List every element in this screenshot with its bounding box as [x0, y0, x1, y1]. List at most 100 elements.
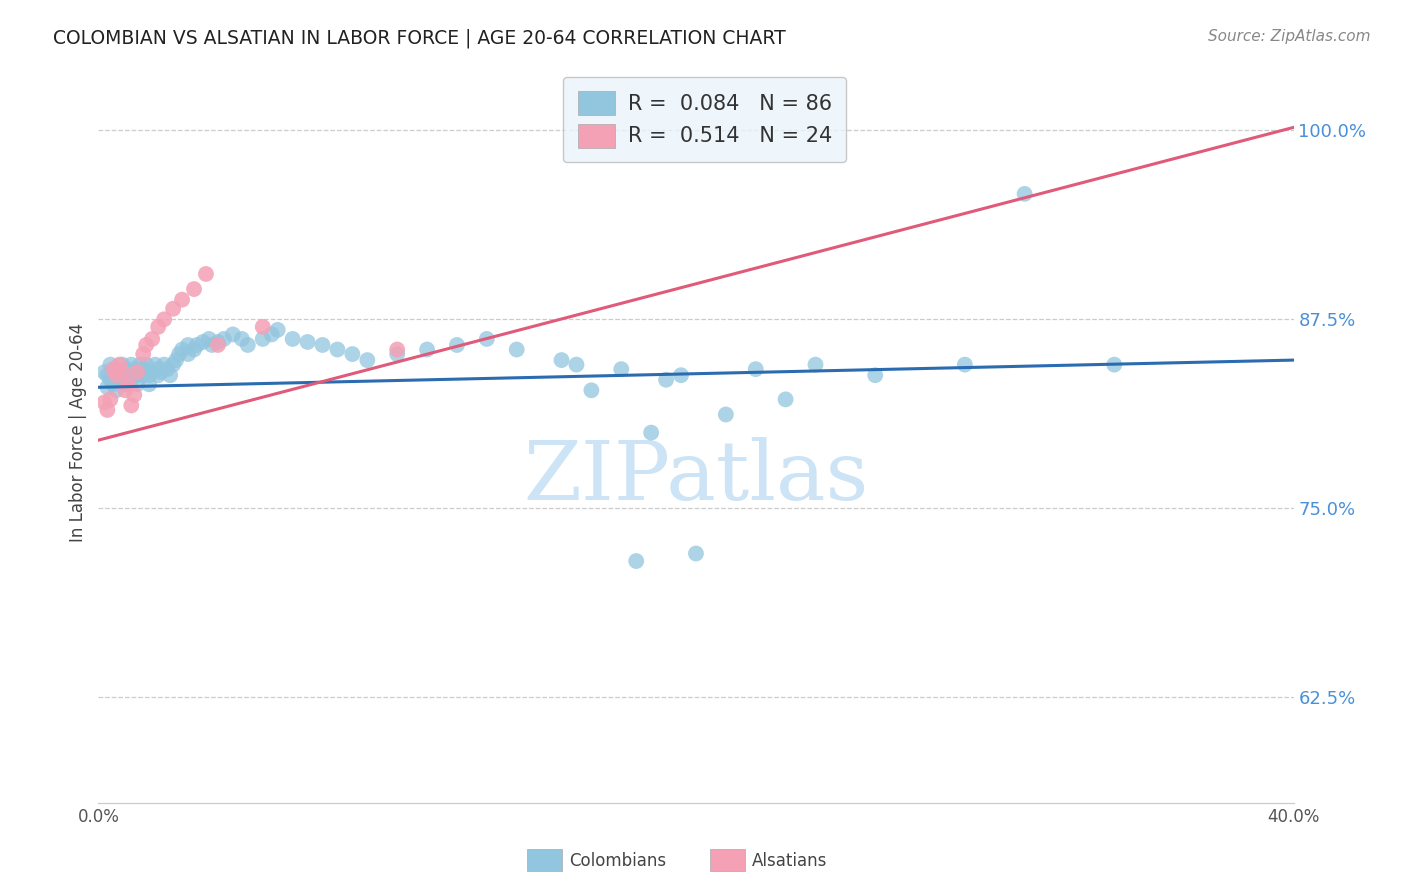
- Point: [127, 365, 149, 379]
- Point: [804, 358, 827, 372]
- Point: [207, 338, 229, 352]
- Point: [98, 373, 122, 387]
- Point: [132, 368, 155, 383]
- Point: [183, 282, 205, 296]
- Point: [108, 358, 131, 372]
- Point: [356, 353, 378, 368]
- Point: [93, 395, 115, 409]
- Point: [252, 332, 274, 346]
- Point: [114, 362, 136, 376]
- Point: [165, 353, 187, 368]
- Point: [550, 353, 572, 368]
- Point: [1014, 186, 1036, 201]
- Point: [117, 368, 139, 383]
- Point: [297, 334, 319, 349]
- Point: [1104, 358, 1126, 372]
- Point: [506, 343, 529, 357]
- Point: [111, 365, 134, 379]
- Point: [124, 365, 146, 379]
- Text: COLOMBIAN VS ALSATIAN IN LABOR FORCE | AGE 20-64 CORRELATION CHART: COLOMBIAN VS ALSATIAN IN LABOR FORCE | A…: [53, 29, 786, 48]
- Point: [127, 368, 149, 383]
- Point: [775, 392, 797, 407]
- Point: [153, 312, 176, 326]
- Point: [98, 358, 122, 372]
- Point: [446, 338, 468, 352]
- Point: [156, 362, 179, 376]
- Point: [201, 338, 224, 352]
- Point: [342, 347, 364, 361]
- Point: [198, 332, 221, 346]
- Point: [236, 338, 259, 352]
- Point: [153, 358, 176, 372]
- Point: [105, 368, 128, 383]
- Point: [162, 358, 184, 372]
- Point: [865, 368, 887, 383]
- Point: [111, 368, 134, 383]
- Point: [172, 293, 194, 307]
- Point: [98, 392, 122, 407]
- Point: [195, 267, 218, 281]
- Point: [655, 373, 678, 387]
- Point: [148, 319, 170, 334]
- Point: [96, 380, 118, 394]
- Point: [222, 327, 245, 342]
- Point: [138, 377, 160, 392]
- Point: [640, 425, 662, 440]
- Point: [385, 347, 409, 361]
- Point: [120, 358, 142, 372]
- Point: [326, 343, 349, 357]
- Point: [124, 388, 146, 402]
- Point: [416, 343, 439, 357]
- Text: Alsatians: Alsatians: [752, 852, 828, 870]
- Point: [105, 384, 128, 398]
- Point: [685, 547, 707, 561]
- Point: [186, 338, 208, 352]
- Point: [117, 365, 139, 379]
- Point: [610, 362, 633, 376]
- Point: [581, 384, 603, 398]
- Point: [212, 332, 235, 346]
- Point: [111, 358, 134, 372]
- Point: [108, 365, 131, 379]
- Point: [117, 377, 139, 392]
- Point: [135, 365, 157, 379]
- Point: [132, 347, 155, 361]
- Point: [177, 347, 200, 361]
- Point: [207, 334, 229, 349]
- Text: ZIPatlas: ZIPatlas: [523, 437, 869, 517]
- Point: [96, 368, 118, 383]
- Point: [143, 358, 166, 372]
- Point: [475, 332, 498, 346]
- Point: [93, 365, 115, 379]
- Point: [745, 362, 768, 376]
- Point: [127, 377, 149, 392]
- Point: [103, 362, 125, 376]
- Point: [96, 403, 118, 417]
- Point: [565, 358, 588, 372]
- Y-axis label: In Labor Force | Age 20-64: In Labor Force | Age 20-64: [69, 323, 87, 542]
- Point: [385, 343, 409, 357]
- Point: [162, 301, 184, 316]
- Point: [135, 338, 157, 352]
- Point: [260, 327, 283, 342]
- Point: [120, 373, 142, 387]
- Point: [669, 368, 692, 383]
- Point: [231, 332, 253, 346]
- Point: [311, 338, 333, 352]
- Point: [281, 332, 304, 346]
- Point: [172, 343, 194, 357]
- Point: [135, 358, 157, 372]
- Text: Colombians: Colombians: [569, 852, 666, 870]
- Point: [114, 384, 136, 398]
- Point: [120, 399, 142, 413]
- Point: [148, 368, 170, 383]
- Point: [267, 323, 290, 337]
- Point: [124, 362, 146, 376]
- Point: [150, 365, 173, 379]
- Point: [167, 347, 190, 361]
- Point: [714, 408, 737, 422]
- Point: [252, 319, 274, 334]
- Point: [141, 332, 163, 346]
- Point: [103, 362, 125, 376]
- Point: [138, 368, 160, 383]
